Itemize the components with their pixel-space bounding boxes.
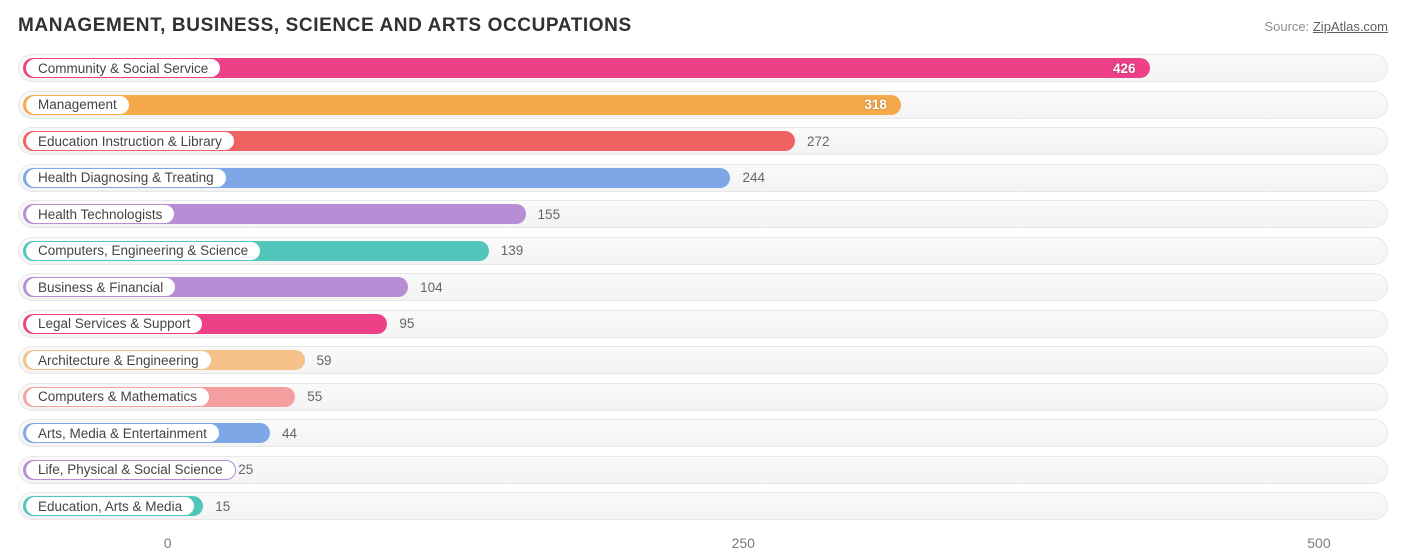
x-tick-label: 0 xyxy=(164,535,172,551)
bar-label: Health Technologists xyxy=(25,204,175,224)
bar-label: Architecture & Engineering xyxy=(25,350,212,370)
bar-track: Education, Arts & Media 15 xyxy=(18,492,1388,520)
title-row: MANAGEMENT, BUSINESS, SCIENCE AND ARTS O… xyxy=(18,10,1388,42)
bar-label: Legal Services & Support xyxy=(25,314,203,334)
bar-value: 318 xyxy=(856,92,887,118)
bar-area: Community & Social Service 426 Management 3… xyxy=(18,42,1388,520)
bar-track: Legal Services & Support 95 xyxy=(18,310,1388,338)
bar-track: Architecture & Engineering 59 xyxy=(18,346,1388,374)
bar-value: 55 xyxy=(299,384,322,410)
bar-fill xyxy=(23,95,901,115)
bar-label: Education Instruction & Library xyxy=(25,131,235,151)
x-axis: 0 250 500 xyxy=(18,529,1388,559)
bar-label: Computers, Engineering & Science xyxy=(25,241,261,261)
bar-value: 25 xyxy=(230,457,253,483)
bar-track: Arts, Media & Entertainment 44 xyxy=(18,419,1388,447)
bar-track: Community & Social Service 426 xyxy=(18,54,1388,82)
bar-value: 15 xyxy=(207,493,230,519)
bar-value: 95 xyxy=(391,311,414,337)
source-link[interactable]: ZipAtlas.com xyxy=(1313,19,1388,34)
bar-value: 44 xyxy=(274,420,297,446)
bar-label: Life, Physical & Social Science xyxy=(25,460,236,480)
bar-value: 244 xyxy=(734,165,765,191)
bar-label: Arts, Media & Entertainment xyxy=(25,423,220,443)
bar-track: Management 318 xyxy=(18,91,1388,119)
bar-track: Computers & Mathematics 55 xyxy=(18,383,1388,411)
x-tick-label: 500 xyxy=(1307,535,1330,551)
bar-track: Health Diagnosing & Treating 244 xyxy=(18,164,1388,192)
bar-label: Health Diagnosing & Treating xyxy=(25,168,227,188)
bar-value: 155 xyxy=(530,201,561,227)
bar-value: 272 xyxy=(799,128,830,154)
source-prefix: Source: xyxy=(1264,19,1312,34)
x-tick-label: 250 xyxy=(732,535,755,551)
bar-track: Business & Financial 104 xyxy=(18,273,1388,301)
bar-track: Education Instruction & Library 272 xyxy=(18,127,1388,155)
bar-label: Business & Financial xyxy=(25,277,176,297)
bar-track: Computers, Engineering & Science 139 xyxy=(18,237,1388,265)
bar-value: 104 xyxy=(412,274,443,300)
bar-value: 139 xyxy=(493,238,524,264)
bar-label: Computers & Mathematics xyxy=(25,387,210,407)
chart-container: MANAGEMENT, BUSINESS, SCIENCE AND ARTS O… xyxy=(0,0,1406,558)
bar-track: Health Technologists 155 xyxy=(18,200,1388,228)
bar-label: Community & Social Service xyxy=(25,58,221,78)
bar-label: Management xyxy=(25,95,130,115)
bar-value: 59 xyxy=(309,347,332,373)
chart-title: MANAGEMENT, BUSINESS, SCIENCE AND ARTS O… xyxy=(18,15,632,37)
bar-value: 426 xyxy=(1105,55,1136,81)
chart-source: Source: ZipAtlas.com xyxy=(1264,19,1388,34)
bar-track: Life, Physical & Social Science25 xyxy=(18,456,1388,484)
bar-label: Education, Arts & Media xyxy=(25,496,195,516)
